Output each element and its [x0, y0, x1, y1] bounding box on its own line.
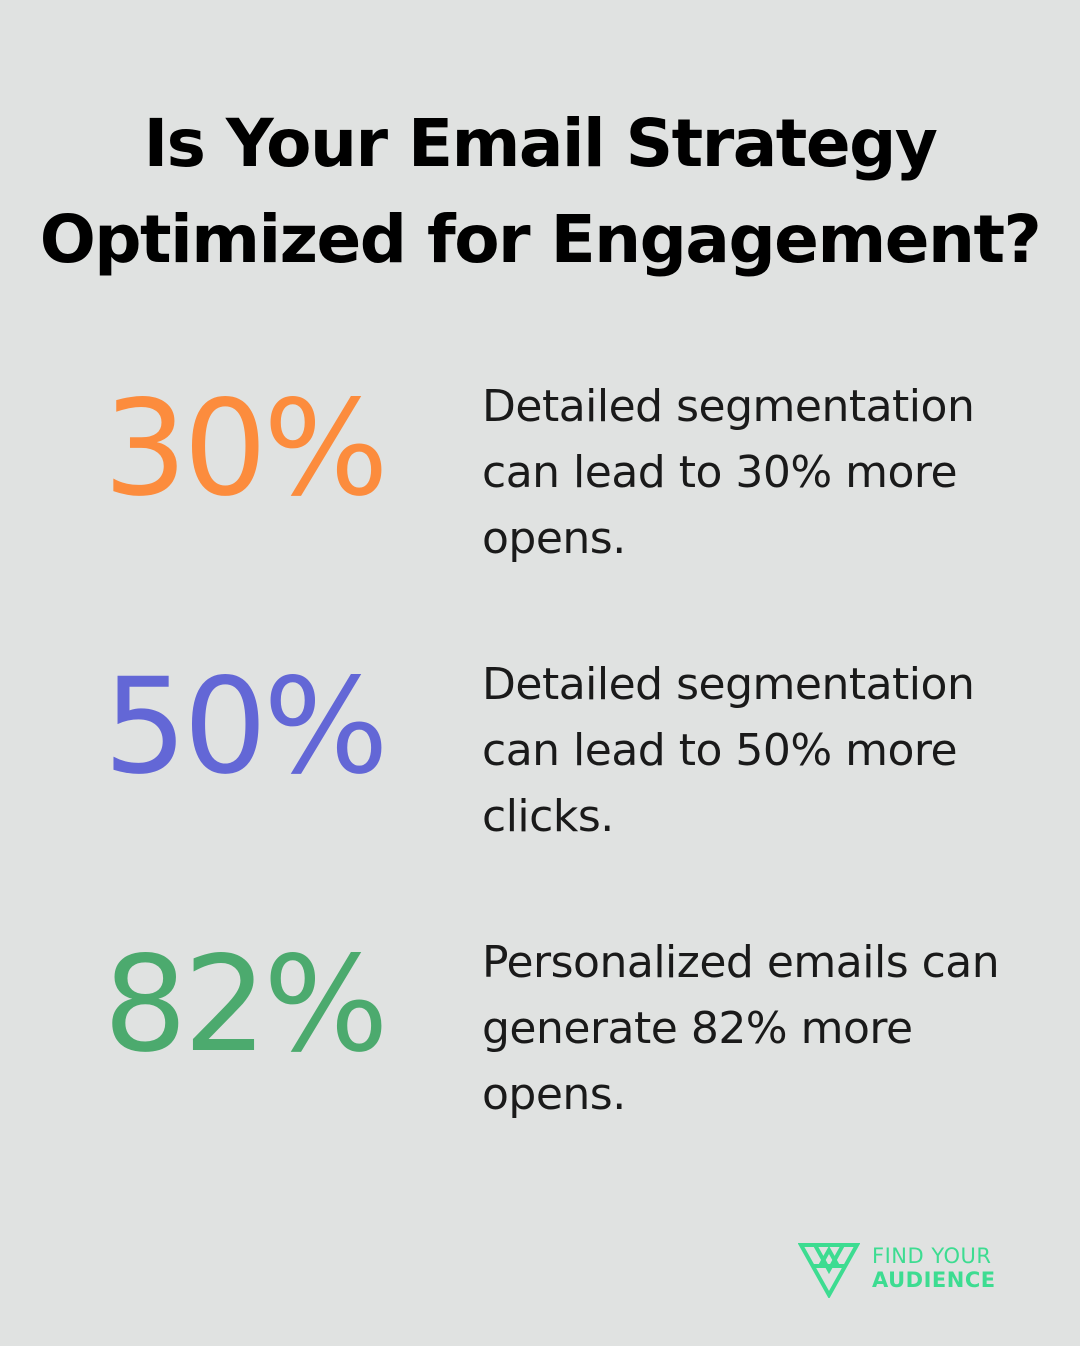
title-line-2: Optimized for Engagement? [39, 201, 1042, 278]
brand-name-line-1: FIND YOUR [872, 1244, 992, 1268]
stat-opens-segmentation: 30% Detailed segmentation can lead to 30… [0, 374, 1080, 594]
brand-name-line-2: AUDIENCE [872, 1268, 996, 1292]
stat-description-line: opens. [482, 1069, 626, 1120]
stat-description-line: clicks. [482, 791, 614, 842]
stat-description-line: can lead to 30% more [482, 447, 958, 498]
brand-logo: FIND YOUR AUDIENCE [798, 1240, 1018, 1300]
stat-description: Detailed segmentation can lead to 30% mo… [482, 374, 1042, 572]
stat-description-line: Detailed segmentation [482, 659, 975, 710]
stat-description-line: generate 82% more [482, 1003, 913, 1054]
stat-description-line: Personalized emails can [482, 937, 1000, 988]
stat-description-line: Detailed segmentation [482, 381, 975, 432]
stat-value: 50% [103, 650, 388, 804]
stat-clicks-segmentation: 50% Detailed segmentation can lead to 50… [0, 652, 1080, 872]
title-line-1: Is Your Email Strategy [143, 105, 938, 182]
stat-value: 82% [103, 928, 388, 1082]
brand-name: FIND YOUR AUDIENCE [872, 1244, 996, 1292]
find-your-audience-logo-icon [798, 1243, 860, 1298]
stat-description-line: opens. [482, 513, 626, 564]
stat-description-line: can lead to 50% more [482, 725, 958, 776]
stat-description: Detailed segmentation can lead to 50% mo… [482, 652, 1042, 850]
stat-description: Personalized emails can generate 82% mor… [482, 930, 1042, 1128]
stat-opens-personalized: 82% Personalized emails can generate 82%… [0, 930, 1080, 1150]
page-title: Is Your Email Strategy Optimized for Eng… [0, 96, 1080, 288]
stat-value: 30% [103, 372, 388, 526]
